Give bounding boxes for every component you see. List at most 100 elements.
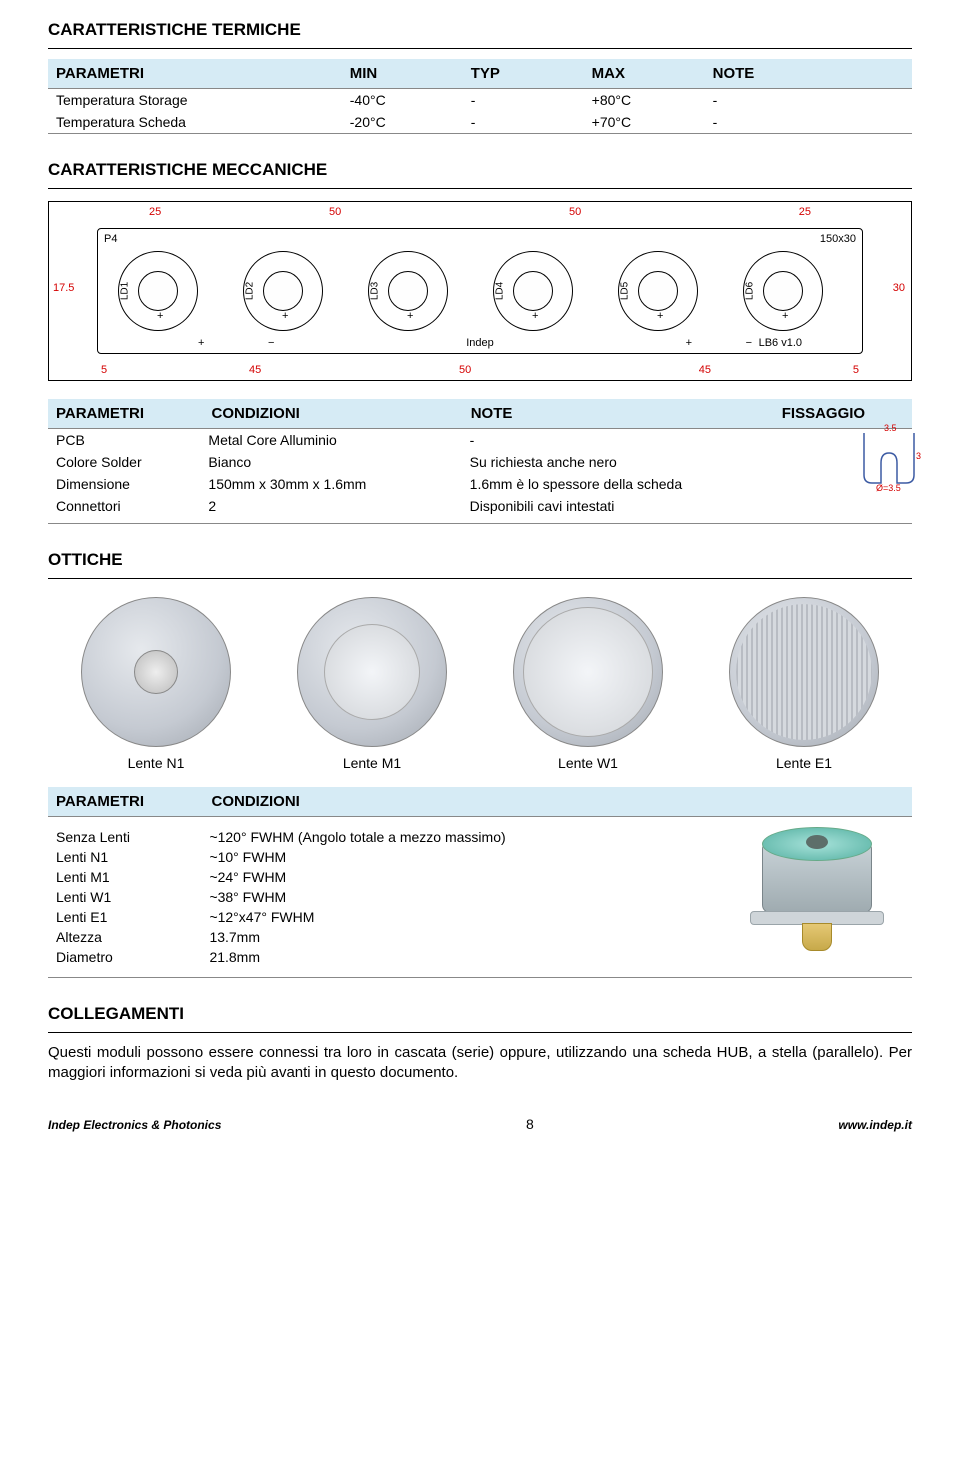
pcb-diagram: 25 50 50 25 30 17.5 5 45 50 45 5 P4 150x… bbox=[48, 201, 912, 381]
cell: +80°C bbox=[584, 89, 705, 111]
lens-e1-image bbox=[729, 597, 879, 747]
p4-label: P4 bbox=[104, 233, 117, 245]
footer-right: www.indep.it bbox=[838, 1118, 912, 1132]
lens-label: Lente E1 bbox=[729, 755, 879, 771]
cell: ~24° FWHM bbox=[201, 867, 687, 887]
cell: -20°C bbox=[342, 111, 463, 133]
plus-icon: + bbox=[198, 337, 204, 349]
cell: Dimensione bbox=[48, 473, 200, 495]
cell: Colore Solder bbox=[48, 451, 200, 473]
lens-center bbox=[324, 624, 420, 720]
pcb-outline: P4 150x30 LB6 v1.0 Indep LD1+ LD2+ LD3+ … bbox=[97, 228, 863, 354]
cell: Su richiesta anche nero bbox=[462, 451, 774, 473]
cell: ~10° FWHM bbox=[201, 847, 687, 867]
led-label: LD5 bbox=[620, 282, 631, 300]
lens3d-hole bbox=[806, 835, 828, 849]
led-label: LD4 bbox=[495, 282, 506, 300]
col-condizioni: CONDIZIONI bbox=[204, 787, 912, 816]
dim-text: 5 bbox=[101, 364, 107, 376]
lens-row bbox=[48, 597, 912, 747]
plus-icon: + bbox=[782, 310, 788, 322]
thermal-table: PARAMETRI MIN TYP MAX NOTE bbox=[48, 59, 912, 88]
cell: Temperatura Scheda bbox=[48, 111, 342, 133]
led-label: LD3 bbox=[370, 282, 381, 300]
rule bbox=[48, 188, 912, 189]
mech-table: PARAMETRI CONDIZIONI NOTE FISSAGGIO bbox=[48, 399, 912, 428]
section-title-connections: COLLEGAMENTI bbox=[48, 1004, 912, 1024]
led-label: LD2 bbox=[245, 282, 256, 300]
dim-text: 30 bbox=[893, 282, 905, 294]
dim-text: 3.5 bbox=[884, 423, 897, 433]
rule bbox=[48, 578, 912, 579]
cell: -40°C bbox=[342, 89, 463, 111]
cell: 2 bbox=[200, 495, 461, 517]
col-parametri: PARAMETRI bbox=[48, 399, 204, 428]
cell: ~12°x47° FWHM bbox=[201, 907, 687, 927]
lens3d-foot bbox=[802, 923, 832, 951]
lens-label: Lente N1 bbox=[81, 755, 231, 771]
led-circle: LD5+ bbox=[618, 251, 698, 331]
plus-icon: + bbox=[532, 310, 538, 322]
col-note: NOTE bbox=[705, 59, 912, 88]
lens-label: Lente M1 bbox=[297, 755, 447, 771]
cell: Diametro bbox=[48, 947, 201, 967]
led-circle: LD6+ bbox=[743, 251, 823, 331]
rule bbox=[48, 1032, 912, 1033]
led-inner bbox=[388, 271, 428, 311]
cell: Lenti M1 bbox=[48, 867, 201, 887]
footer-page: 8 bbox=[526, 1116, 534, 1132]
lens-n1-image bbox=[81, 597, 231, 747]
rule bbox=[48, 523, 912, 524]
cell: Connettori bbox=[48, 495, 200, 517]
dim-text: 50 bbox=[459, 364, 471, 376]
plus-icon: + bbox=[157, 310, 163, 322]
optics-rows: Senza Lenti~120° FWHM (Angolo totale a m… bbox=[48, 827, 687, 967]
led-inner bbox=[763, 271, 803, 311]
cell: Altezza bbox=[48, 927, 201, 947]
led-circle: LD4 + bbox=[493, 251, 573, 331]
col-condizioni: CONDIZIONI bbox=[204, 399, 463, 428]
fixation-schematic: 3.5 3 Ø=3.5 bbox=[854, 423, 924, 493]
cell: - bbox=[705, 89, 912, 111]
mech-rows: PCBMetal Core Alluminio- Colore SolderBi… bbox=[48, 429, 774, 517]
cell: +70°C bbox=[584, 111, 705, 133]
cell: PCB bbox=[48, 429, 200, 451]
minus-icon: − bbox=[746, 337, 752, 349]
dim-text: 3 bbox=[916, 451, 921, 461]
rule bbox=[48, 133, 912, 134]
cell: ~38° FWHM bbox=[201, 887, 687, 907]
dim-text: 17.5 bbox=[53, 282, 74, 294]
led-inner bbox=[263, 271, 303, 311]
lens-3d-image bbox=[732, 827, 912, 987]
thermal-rows: Temperatura Storage -40°C - +80°C - Temp… bbox=[48, 89, 912, 133]
cell: - bbox=[463, 111, 584, 133]
dim-text: 50 bbox=[329, 206, 341, 218]
rule bbox=[48, 48, 912, 49]
led-circle: LD1+ bbox=[118, 251, 198, 331]
lens-center bbox=[134, 650, 178, 694]
plus-icon: + bbox=[686, 337, 692, 349]
cell: 150mm x 30mm x 1.6mm bbox=[200, 473, 461, 495]
mech-table-wrap: PARAMETRI CONDIZIONI NOTE FISSAGGIO PCBM… bbox=[48, 399, 912, 517]
cell: Senza Lenti bbox=[48, 827, 201, 847]
lens-center bbox=[523, 607, 653, 737]
cell: Bianco bbox=[200, 451, 461, 473]
dim-text: Ø=3.5 bbox=[876, 483, 901, 493]
cell: - bbox=[462, 429, 774, 451]
col-typ: TYP bbox=[463, 59, 584, 88]
dim-text: 45 bbox=[249, 364, 261, 376]
cell: Temperatura Storage bbox=[48, 89, 342, 111]
dim-text: 5 bbox=[853, 364, 859, 376]
col-min: MIN bbox=[342, 59, 463, 88]
dim-text: 45 bbox=[699, 364, 711, 376]
optics-body: Senza Lenti~120° FWHM (Angolo totale a m… bbox=[48, 827, 912, 967]
cell: - bbox=[705, 111, 912, 133]
cell: Lenti N1 bbox=[48, 847, 201, 867]
optics-table: PARAMETRI CONDIZIONI bbox=[48, 787, 912, 816]
board-size: 150x30 bbox=[820, 233, 856, 245]
cell: - bbox=[463, 89, 584, 111]
led-circle: LD3+ bbox=[368, 251, 448, 331]
lens-labels: Lente N1 Lente M1 Lente W1 Lente E1 bbox=[48, 755, 912, 771]
minus-icon: − bbox=[268, 337, 274, 349]
led-inner bbox=[138, 271, 178, 311]
